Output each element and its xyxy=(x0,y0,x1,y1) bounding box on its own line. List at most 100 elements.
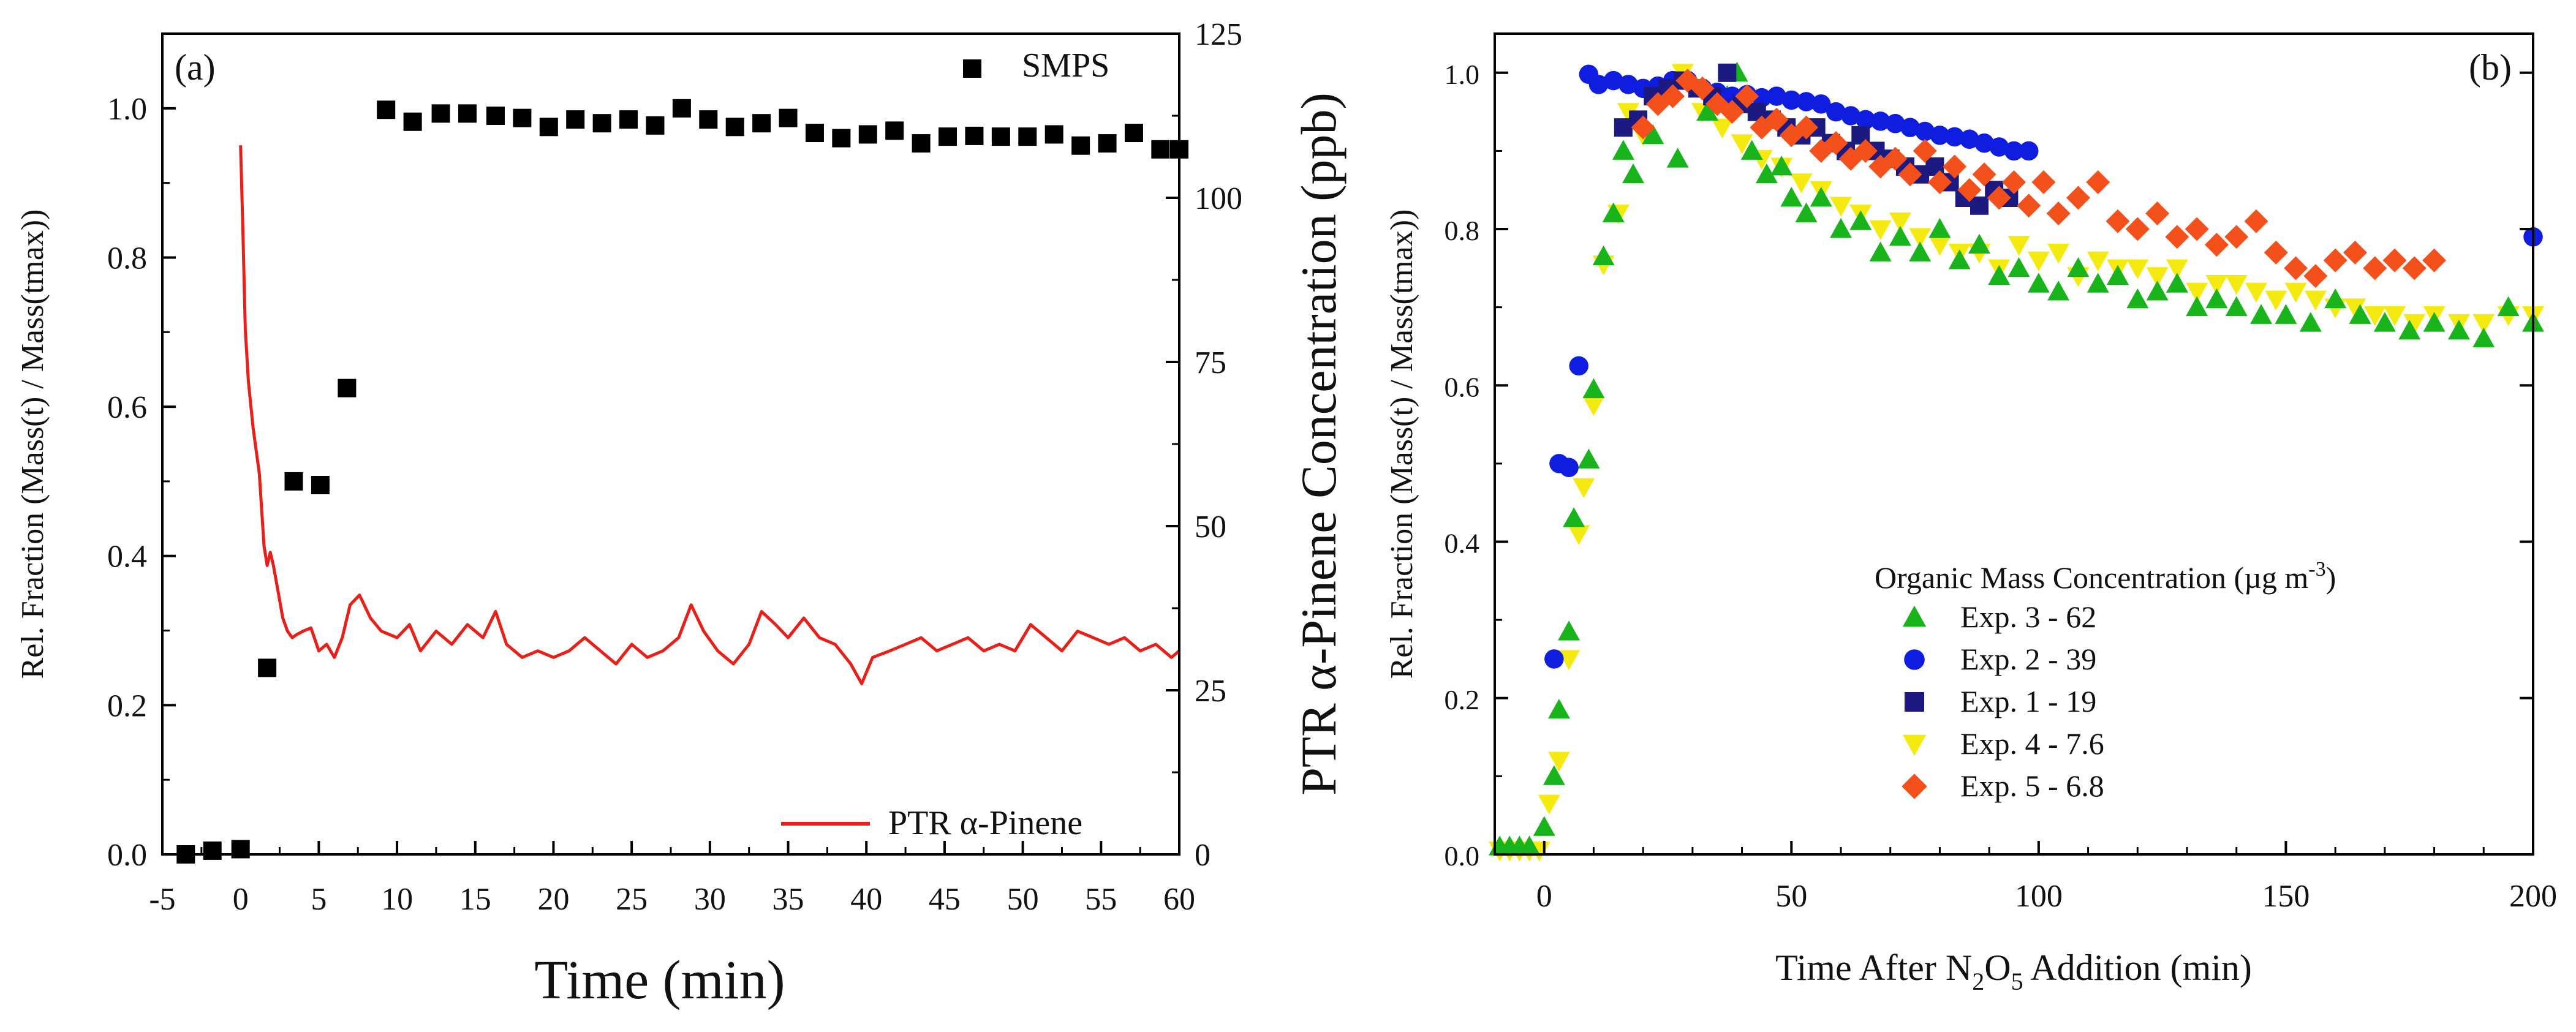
series-exp-4-7-6-point-24 xyxy=(1830,197,1852,217)
series-exp-3-62-point-25 xyxy=(1810,187,1832,207)
series-exp-2-39-point-18 xyxy=(1781,90,1802,110)
series-exp-3-62-point-53 xyxy=(2398,319,2421,340)
series-exp-3-62-point-43 xyxy=(2166,273,2188,293)
series-exp-3-62-point-8 xyxy=(1563,507,1585,527)
series-exp-4-7-6-point-56 xyxy=(2472,314,2495,334)
series-exp-2-39-point-16 xyxy=(1752,88,1772,108)
series-exp-5-6-8-point-11 xyxy=(1794,115,1818,140)
series-exp-5-6-8-point-37 xyxy=(2224,225,2249,249)
series-exp-3-62-point-31 xyxy=(1928,218,1951,238)
y2-tick-label-a-3: 75 xyxy=(1195,345,1226,380)
series-exp-3-62-point-11 xyxy=(1592,245,1615,266)
legend-marker-exp-1-19 xyxy=(1905,692,1924,712)
smps-point-25 xyxy=(858,125,877,144)
series-exp-5-6-8-point-9 xyxy=(1764,107,1789,132)
y-tick-label-b-4: 0.8 xyxy=(1445,215,1480,246)
series-exp-5-6-8-point-6 xyxy=(1720,100,1744,124)
x-tick-label-b-0: 0 xyxy=(1536,879,1552,914)
series-exp-5-6-8-point-36 xyxy=(2204,233,2229,257)
series-exp-3-62-point-57 xyxy=(2497,296,2520,317)
smps-point-17 xyxy=(646,116,665,135)
series-exp-3-62-point-47 xyxy=(2250,304,2273,324)
series-exp-4-7-6-point-19 xyxy=(1731,134,1753,154)
series-exp-2-39-point-24 xyxy=(1870,111,1890,131)
series-exp-3-62-point-37 xyxy=(2047,281,2070,301)
smps-point-34 xyxy=(1098,134,1117,153)
legend-marker-exp-3-62 xyxy=(1902,605,1927,627)
series-exp-2-39-point-6 xyxy=(1603,70,1623,91)
series-exp-5-6-8-point-44 xyxy=(2363,256,2387,281)
series-exp-4-7-6-point-7 xyxy=(1558,650,1581,670)
smps-point-7 xyxy=(377,100,396,119)
series-exp-3-62-point-15 xyxy=(1642,124,1664,145)
series-exp-4-7-6-point-53 xyxy=(2403,314,2426,334)
panel-b: 0 50 100 150 200 0.0 0.2 0.4 0.6 0.8 1.0 (b) Organ… xyxy=(1384,32,2557,995)
series-exp-3-62-point-13 xyxy=(1612,140,1634,160)
y-tick-label-b-3: 0.6 xyxy=(1445,371,1480,402)
legend-label-exp-4-7-6: Exp. 4 - 7.6 xyxy=(1960,726,2104,761)
x-tick-label-a-0: -5 xyxy=(149,882,175,917)
series-exp-4-7-6-point-39 xyxy=(2126,259,2149,279)
x-tick-label-a-1: 0 xyxy=(233,882,249,917)
smps-point-13 xyxy=(539,118,558,137)
series-exp-5-6-8-point-23 xyxy=(1972,162,1996,187)
series-exp-5-6-8-point-43 xyxy=(2343,240,2367,265)
smps-point-15 xyxy=(592,114,611,133)
smps-point-10 xyxy=(458,104,477,123)
series-exp-5-6-8-point-27 xyxy=(2031,170,2056,194)
smps-point-20 xyxy=(725,118,744,137)
series-exp-5-6-8-point-45 xyxy=(2382,248,2407,273)
series-exp-4-7-6-point-35 xyxy=(2047,243,2070,264)
y-tick-label-a-3: 0.6 xyxy=(107,390,147,425)
smps-point-6 xyxy=(338,379,357,397)
series-exp-4-7-6-point-6 xyxy=(1547,751,1570,772)
series-exp-3-62-point-39 xyxy=(2087,273,2109,293)
smps-point-32 xyxy=(1044,125,1063,144)
x-tick-label-a-2: 5 xyxy=(311,882,327,917)
series-exp-3-62-point-38 xyxy=(2067,257,2090,277)
series-exp-2-39-point-23 xyxy=(1856,110,1876,130)
series-exp-5-6-8-point-33 xyxy=(2145,202,2170,226)
series-exp-2-39-point-3 xyxy=(1569,356,1588,376)
y2-tick-label-a-0: 0 xyxy=(1195,838,1211,873)
series-exp-3-62-point-14 xyxy=(1622,163,1644,184)
x-tick-label-a-8: 35 xyxy=(772,882,804,917)
x-tick-label-a-4: 15 xyxy=(459,882,491,917)
smps-point-27 xyxy=(912,134,931,153)
series-exp-3-62-point-55 xyxy=(2447,319,2470,340)
series-exp-5-6-8-point-4 xyxy=(1690,76,1715,100)
series-exp-4-7-6-point-48 xyxy=(2304,290,2327,311)
series-exp-5-6-8-point-29 xyxy=(2066,186,2090,210)
series-exp-3-62-point-40 xyxy=(2107,265,2129,285)
smps-point-30 xyxy=(991,127,1010,146)
series-exp-4-7-6-point-45 xyxy=(2245,282,2267,303)
y-tick-label-a-0: 0.0 xyxy=(107,838,147,873)
y-tick-label-a-4: 0.8 xyxy=(107,241,147,276)
series-exp-4-7-6-point-27 xyxy=(1889,212,1911,233)
series-exp-5-6-8-point-21 xyxy=(1943,154,1967,179)
y2-tick-label-a-4: 100 xyxy=(1195,181,1242,216)
series-exp-3-62-point-42 xyxy=(2146,281,2169,301)
series-exp-4-7-6-point-52 xyxy=(2384,306,2406,326)
series-exp-3-62-point-3 xyxy=(1518,835,1541,856)
series-exp-4-7-6-point-5 xyxy=(1538,794,1560,815)
series-exp-4-7-6-point-46 xyxy=(2265,290,2287,311)
panel-a-y-axis-label: Rel. Fraction (Mass(t) / Mass(tmax)) xyxy=(15,209,50,679)
series-exp-3-62-point-27 xyxy=(1849,210,1872,230)
series-exp-5-6-8-point-2 xyxy=(1661,84,1685,108)
series-exp-4-7-6-point-34 xyxy=(2027,251,2050,272)
series-exp-5-6-8-point-47 xyxy=(2422,248,2447,273)
y-tick-label-b-0: 0.0 xyxy=(1445,840,1480,872)
series-exp-4-7-6-point-51 xyxy=(2363,306,2386,326)
series-exp-4-7-6-point-8 xyxy=(1568,525,1590,545)
smps-point-31 xyxy=(1018,127,1037,146)
x-tick-label-a-11: 50 xyxy=(1007,882,1039,917)
legend-marker-exp-4-7-6 xyxy=(1902,734,1927,756)
series-exp-2-39-point-26 xyxy=(1900,118,1920,137)
series-exp-3-62-point-7 xyxy=(1558,620,1581,641)
series-exp-5-6-8-point-24 xyxy=(1987,186,2011,210)
panel-b-plot-area xyxy=(1489,61,2544,862)
series-exp-2-39-point-30 xyxy=(1960,129,1979,149)
smps-point-16 xyxy=(619,110,638,129)
